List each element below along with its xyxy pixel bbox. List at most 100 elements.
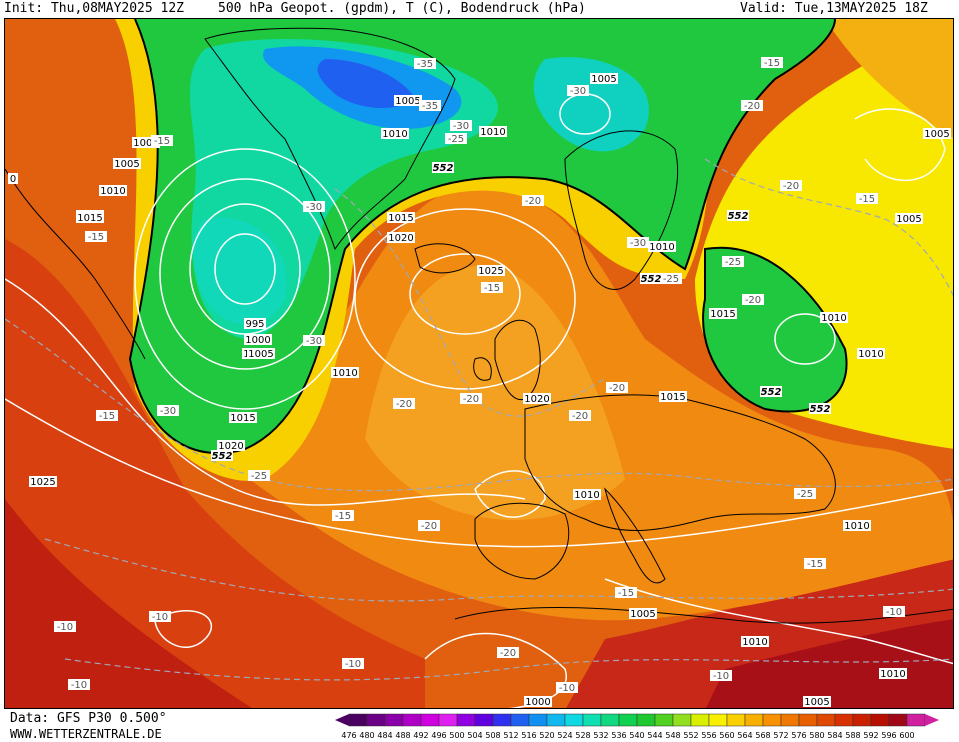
colorbar-tick-label: 528	[575, 731, 590, 740]
svg-text:1015: 1015	[710, 309, 735, 320]
temperature-label: -35	[419, 100, 441, 112]
svg-text:1005: 1005	[896, 214, 921, 225]
pressure-label: 1015	[76, 212, 104, 224]
svg-text:-20: -20	[421, 521, 437, 532]
pressure-label-group: 1015 1005 1000 1005 1010 1015 1010 1005 1010 1015…	[8, 57, 951, 708]
svg-text:1010: 1010	[332, 368, 357, 379]
pressure-label: 1025	[29, 476, 57, 488]
svg-text:-10: -10	[345, 659, 361, 670]
field-green-east	[703, 247, 847, 412]
website: WWW.WETTERZENTRALE.DE	[10, 727, 162, 741]
colorbar-cell	[636, 713, 656, 727]
svg-text:1005: 1005	[804, 697, 829, 708]
field-central	[365, 265, 625, 520]
svg-text:552: 552	[641, 274, 662, 285]
pressure-label: 1010	[573, 489, 601, 501]
colorbar-cell	[888, 713, 908, 727]
weather-map: 1015 1005 1000 1005 1010 1015 1010 1005 1010 1015…	[4, 18, 954, 709]
temperature-label: -20	[742, 294, 764, 306]
svg-text:1020: 1020	[218, 441, 243, 452]
colorbar-cell	[366, 713, 386, 727]
svg-text:-25: -25	[251, 471, 267, 482]
svg-text:-25: -25	[448, 134, 464, 145]
colorbar-tick-label: 548	[665, 731, 680, 740]
pressure-label: 1010	[648, 241, 676, 253]
pressure-label: 1010	[843, 520, 871, 532]
colorbar: 476 480 484 488 492 496 500 504 508 512 516 520 524 5…	[335, 713, 939, 740]
svg-text:-35: -35	[417, 59, 433, 70]
svg-text:-25: -25	[797, 489, 813, 500]
svg-text:-20: -20	[744, 101, 760, 112]
pressure-label: 1020	[523, 393, 551, 405]
colorbar-cell	[456, 713, 476, 727]
colorbar-tick-label: 576	[791, 731, 806, 740]
colorbar-tick-label: 508	[485, 731, 500, 740]
colorbar-tick-label: 484	[377, 731, 392, 740]
svg-text:995: 995	[245, 319, 264, 330]
temperature-label: -10	[883, 606, 905, 618]
temperature-label: -15	[615, 587, 637, 599]
svg-text:-30: -30	[453, 121, 469, 132]
temperature-label: -30	[627, 237, 649, 249]
temperature-label: -15	[332, 510, 354, 522]
pressure-label: 1015	[709, 308, 737, 320]
data-source: Data: GFS P30 0.500°	[10, 711, 167, 726]
svg-text:1000: 1000	[133, 138, 158, 149]
init-time: Init: Thu,08MAY2025 12Z	[4, 1, 185, 16]
north-africa-coast	[454, 606, 953, 624]
temperature-label: -20	[741, 100, 763, 112]
colorbar-cell	[672, 713, 692, 727]
colorbar-cell	[816, 713, 836, 727]
svg-text:1010: 1010	[382, 129, 407, 140]
field-africa-deep	[705, 619, 953, 708]
svg-text:1010: 1010	[480, 127, 505, 138]
svg-text:1010: 1010	[649, 242, 674, 253]
svg-text:1010: 1010	[574, 490, 599, 501]
colorbar-tick-label: 596	[881, 731, 896, 740]
greenland-coast	[204, 27, 456, 251]
colorbar-cell	[618, 713, 638, 727]
temperature-label: -20	[460, 393, 482, 405]
pressure-label: 1010	[820, 312, 848, 324]
pressure-label: 1010	[857, 348, 885, 360]
colorbar-tick-label: 536	[611, 731, 626, 740]
svg-text:1000: 1000	[525, 697, 550, 708]
svg-text:-20: -20	[396, 399, 412, 410]
svg-text:1010: 1010	[880, 669, 905, 680]
colorbar-cell	[762, 713, 782, 727]
svg-text:-15: -15	[88, 232, 104, 243]
temperature-label: -15	[151, 135, 173, 147]
colorbar-left-arrow	[335, 714, 349, 726]
svg-text:1005: 1005	[630, 609, 655, 620]
pressure-label: 1010	[381, 128, 409, 140]
colorbar-right-arrow	[925, 714, 939, 726]
svg-text:1010: 1010	[821, 313, 846, 324]
svg-text:-20: -20	[609, 383, 625, 394]
pressure-label: 1010	[879, 668, 907, 680]
geopotential-label: 552	[432, 162, 454, 174]
svg-text:-30: -30	[570, 86, 586, 97]
geopotential-label: 552	[211, 450, 233, 462]
colorbar-cell	[744, 713, 764, 727]
colorbar-tick-label: 520	[539, 731, 554, 740]
colorbar-tick-label: 584	[827, 731, 842, 740]
colorbar-cell	[492, 713, 512, 727]
colorbar-tick-label: 592	[863, 731, 878, 740]
svg-text:-20: -20	[525, 196, 541, 207]
svg-text:-10: -10	[152, 612, 168, 623]
geopotential-label: 552	[727, 210, 749, 222]
temperature-label: -20	[606, 382, 628, 394]
colorbar-tick-label: 544	[647, 731, 662, 740]
temperature-label: -20	[418, 520, 440, 532]
temperature-label: -15	[804, 558, 826, 570]
colorbar-cell	[870, 713, 890, 727]
temperature-label: -30	[567, 85, 589, 97]
temperature-label: -30	[303, 201, 325, 213]
colorbar-cell	[726, 713, 746, 727]
svg-text:1010: 1010	[844, 521, 869, 532]
pressure-label: 1010	[331, 367, 359, 379]
temperature-label: -20	[497, 647, 519, 659]
svg-text:-25: -25	[663, 274, 679, 285]
temperature-label: -20	[522, 195, 544, 207]
svg-text:-15: -15	[154, 136, 170, 147]
